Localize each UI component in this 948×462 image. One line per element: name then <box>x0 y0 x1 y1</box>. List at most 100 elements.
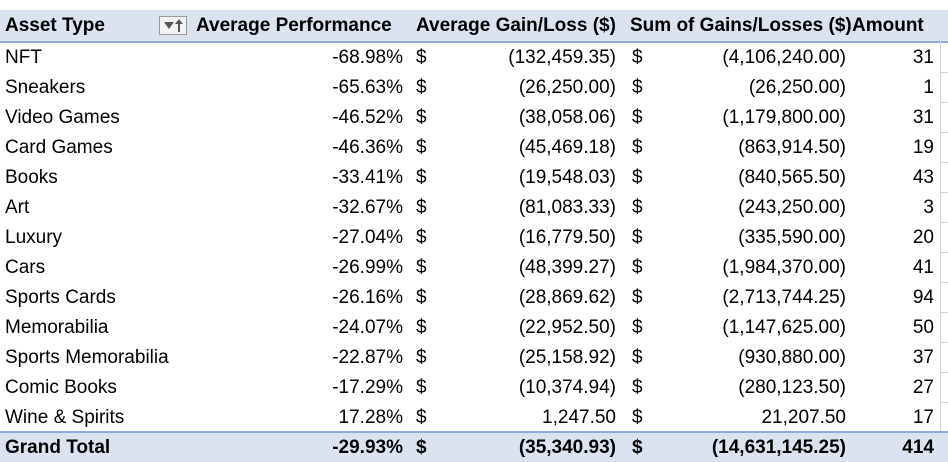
row-avg-performance[interactable]: -33.41% <box>332 167 403 188</box>
row-gridline <box>940 282 948 283</box>
currency-symbol: $ <box>632 227 643 248</box>
row-avg-performance[interactable]: -26.99% <box>332 257 403 278</box>
header-sum-gains-losses[interactable]: Sum of Gains/Losses ($) <box>630 14 852 36</box>
currency-symbol: $ <box>632 287 643 308</box>
row-asset-type[interactable]: Sneakers <box>5 77 86 98</box>
row-avg-gain-loss[interactable]: (45,469.18) <box>518 137 616 158</box>
row-sum-gains-losses[interactable]: (930,880.00) <box>738 347 846 368</box>
row-avg-performance[interactable]: -32.67% <box>332 197 403 218</box>
row-sum-gains-losses[interactable]: (840,565.50) <box>738 167 846 188</box>
total-avg-performance[interactable]: -29.93% <box>332 436 403 458</box>
row-amount[interactable]: 31 <box>912 47 934 68</box>
row-asset-type[interactable]: Video Games <box>5 107 120 128</box>
table-row: NFT -68.98% $ (132,459.35) $ (4,106,240.00) 31 <box>0 43 948 73</box>
row-asset-type[interactable]: Art <box>5 197 30 218</box>
row-avg-performance[interactable]: -65.63% <box>332 77 403 98</box>
row-amount[interactable]: 19 <box>912 137 934 158</box>
row-asset-type[interactable]: NFT <box>5 47 42 68</box>
row-sum-gains-losses[interactable]: (26,250.00) <box>748 77 846 98</box>
row-asset-type[interactable]: Card Games <box>5 137 113 158</box>
row-avg-gain-loss[interactable]: 1,247.50 <box>542 407 616 428</box>
row-avg-gain-loss[interactable]: (26,250.00) <box>518 77 616 98</box>
header-amount[interactable]: Amount <box>852 14 924 36</box>
table-row: Cars -26.99% $ (48,399.27) $ (1,984,370.00) 41 <box>0 253 948 283</box>
row-gridline <box>940 342 948 343</box>
row-amount[interactable]: 37 <box>912 347 934 368</box>
filter-sort-icon[interactable] <box>159 16 187 35</box>
grand-total-row: Grand Total -29.93% $ (35,340.93) $ (14,… <box>0 431 948 462</box>
row-asset-type[interactable]: Sports Memorabilia <box>5 347 169 368</box>
row-avg-performance[interactable]: -17.29% <box>332 377 403 398</box>
row-amount[interactable]: 27 <box>912 377 934 398</box>
row-sum-gains-losses[interactable]: (243,250.00) <box>738 197 846 218</box>
currency-symbol: $ <box>416 436 427 458</box>
currency-symbol: $ <box>632 137 643 158</box>
row-avg-performance[interactable]: -68.98% <box>332 47 403 68</box>
row-sum-gains-losses[interactable]: (863,914.50) <box>738 137 846 158</box>
row-avg-gain-loss[interactable]: (81,083.33) <box>518 197 616 218</box>
dropdown-arrow-icon <box>163 21 174 29</box>
row-avg-gain-loss[interactable]: (48,399.27) <box>518 257 616 278</box>
row-asset-type[interactable]: Wine & Spirits <box>5 407 125 428</box>
currency-symbol: $ <box>416 227 427 248</box>
row-asset-type[interactable]: Sports Cards <box>5 287 116 308</box>
total-avg-gain-loss[interactable]: (35,340.93) <box>518 436 616 458</box>
row-sum-gains-losses[interactable]: 21,207.50 <box>761 407 846 428</box>
row-asset-type[interactable]: Books <box>5 167 58 188</box>
row-asset-type[interactable]: Luxury <box>5 227 63 248</box>
row-avg-gain-loss[interactable]: (132,459.35) <box>508 47 616 68</box>
header-asset-type[interactable]: Asset Type <box>5 14 105 36</box>
total-label[interactable]: Grand Total <box>5 436 111 458</box>
row-amount[interactable]: 20 <box>912 227 934 248</box>
row-gridline <box>940 102 948 103</box>
currency-symbol: $ <box>416 347 427 368</box>
row-avg-gain-loss[interactable]: (19,548.03) <box>518 167 616 188</box>
row-asset-type[interactable]: Comic Books <box>5 377 117 398</box>
row-avg-gain-loss[interactable]: (10,374.94) <box>518 377 616 398</box>
row-avg-gain-loss[interactable]: (25,158.92) <box>518 347 616 368</box>
row-avg-gain-loss[interactable]: (38,058.06) <box>518 107 616 128</box>
table-row: Sports Cards -26.16% $ (28,869.62) $ (2,713,7… <box>0 283 948 313</box>
row-amount[interactable]: 3 <box>923 197 934 218</box>
table-row: Memorabilia -24.07% $ (22,952.50) $ (1,147,62… <box>0 313 948 343</box>
row-asset-type[interactable]: Memorabilia <box>5 317 109 338</box>
total-amount[interactable]: 414 <box>902 436 934 458</box>
row-amount[interactable]: 31 <box>912 107 934 128</box>
row-amount[interactable]: 94 <box>912 287 934 308</box>
row-sum-gains-losses[interactable]: (1,984,370.00) <box>722 257 846 278</box>
row-sum-gains-losses[interactable]: (280,123.50) <box>738 377 846 398</box>
row-amount[interactable]: 41 <box>912 257 934 278</box>
row-avg-performance[interactable]: -27.04% <box>332 227 403 248</box>
currency-symbol: $ <box>632 347 643 368</box>
row-sum-gains-losses[interactable]: (335,590.00) <box>738 227 846 248</box>
currency-symbol: $ <box>632 317 643 338</box>
row-amount[interactable]: 1 <box>923 77 934 98</box>
row-amount[interactable]: 43 <box>912 167 934 188</box>
row-avg-performance[interactable]: -46.52% <box>332 107 403 128</box>
row-amount[interactable]: 17 <box>912 407 934 428</box>
row-gridline <box>940 402 948 403</box>
row-avg-performance[interactable]: -46.36% <box>332 137 403 158</box>
row-sum-gains-losses[interactable]: (1,147,625.00) <box>722 317 846 338</box>
row-avg-performance[interactable]: 17.28% <box>338 407 403 428</box>
row-asset-type[interactable]: Cars <box>5 257 46 278</box>
table-row: Card Games -46.36% $ (45,469.18) $ (863,914.5… <box>0 133 948 163</box>
header-avg-performance[interactable]: Average Performance <box>196 14 392 36</box>
row-avg-performance[interactable]: -26.16% <box>332 287 403 308</box>
row-sum-gains-losses[interactable]: (4,106,240.00) <box>722 47 846 68</box>
total-sum-gains-losses[interactable]: (14,631,145.25) <box>711 436 846 458</box>
column-gridline <box>940 41 941 431</box>
row-avg-performance[interactable]: -22.87% <box>332 347 403 368</box>
row-gridline <box>940 372 948 373</box>
currency-symbol: $ <box>416 257 427 278</box>
table-row: Art -32.67% $ (81,083.33) $ (243,250.00) 3 <box>0 193 948 223</box>
row-amount[interactable]: 50 <box>912 317 934 338</box>
row-avg-gain-loss[interactable]: (16,779.50) <box>518 227 616 248</box>
row-sum-gains-losses[interactable]: (1,179,800.00) <box>722 107 846 128</box>
currency-symbol: $ <box>632 436 643 458</box>
header-avg-gain-loss[interactable]: Average Gain/Loss ($) <box>416 14 616 36</box>
row-avg-gain-loss[interactable]: (22,952.50) <box>518 317 616 338</box>
row-avg-performance[interactable]: -24.07% <box>332 317 403 338</box>
row-sum-gains-losses[interactable]: (2,713,744.25) <box>722 287 846 308</box>
row-avg-gain-loss[interactable]: (28,869.62) <box>518 287 616 308</box>
